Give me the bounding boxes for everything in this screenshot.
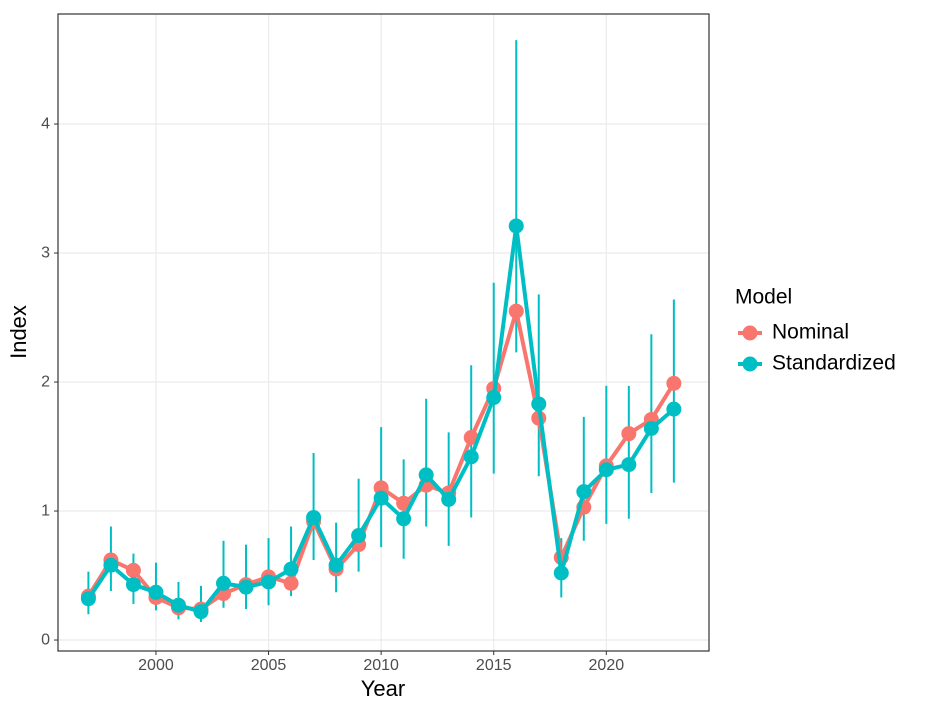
data-point	[508, 218, 524, 234]
legend-key-point	[742, 325, 758, 341]
data-point	[125, 577, 141, 593]
y-tick-label: 0	[41, 631, 50, 648]
x-tick-label: 2010	[363, 657, 399, 674]
data-point	[373, 490, 389, 506]
data-point	[396, 511, 412, 527]
legend-key-point	[742, 356, 758, 372]
data-point	[125, 562, 141, 578]
data-point	[306, 509, 322, 525]
data-point	[283, 575, 299, 591]
data-point	[261, 574, 277, 590]
data-point	[463, 449, 479, 465]
data-point	[238, 579, 254, 595]
data-point	[553, 565, 569, 581]
data-point	[328, 557, 344, 573]
x-tick-label: 2020	[589, 657, 625, 674]
y-tick-label: 4	[41, 115, 50, 132]
data-point	[396, 495, 412, 511]
y-tick-label: 3	[41, 244, 50, 261]
x-tick-label: 2000	[138, 657, 174, 674]
y-axis-title: Index	[6, 305, 31, 359]
data-point	[643, 420, 659, 436]
legend-label: Nominal	[772, 321, 849, 344]
data-point	[193, 604, 209, 620]
legend-title: Model	[735, 286, 792, 309]
data-point	[418, 467, 434, 483]
data-point	[148, 584, 164, 600]
data-point	[531, 396, 547, 412]
plot-background	[58, 14, 709, 651]
x-tick-label: 2005	[251, 657, 287, 674]
x-axis-title: Year	[361, 676, 405, 701]
data-point	[216, 575, 232, 591]
panel-border	[57, 13, 710, 652]
data-point	[170, 597, 186, 613]
y-tick-label: 2	[41, 373, 50, 390]
data-point	[666, 401, 682, 417]
y-tick-label: 1	[41, 502, 50, 519]
data-point	[666, 375, 682, 391]
data-point	[441, 491, 457, 507]
data-point	[598, 462, 614, 478]
data-point	[463, 430, 479, 446]
data-point	[283, 561, 299, 577]
x-tick-label: 2015	[476, 657, 512, 674]
data-point	[103, 557, 119, 573]
data-point	[508, 303, 524, 319]
legend-label: Standardized	[772, 352, 896, 375]
data-point	[486, 390, 502, 406]
data-point	[351, 528, 367, 544]
data-point	[80, 591, 96, 607]
data-point	[621, 426, 637, 442]
data-point	[621, 457, 637, 473]
data-point	[373, 480, 389, 496]
data-point	[576, 484, 592, 500]
